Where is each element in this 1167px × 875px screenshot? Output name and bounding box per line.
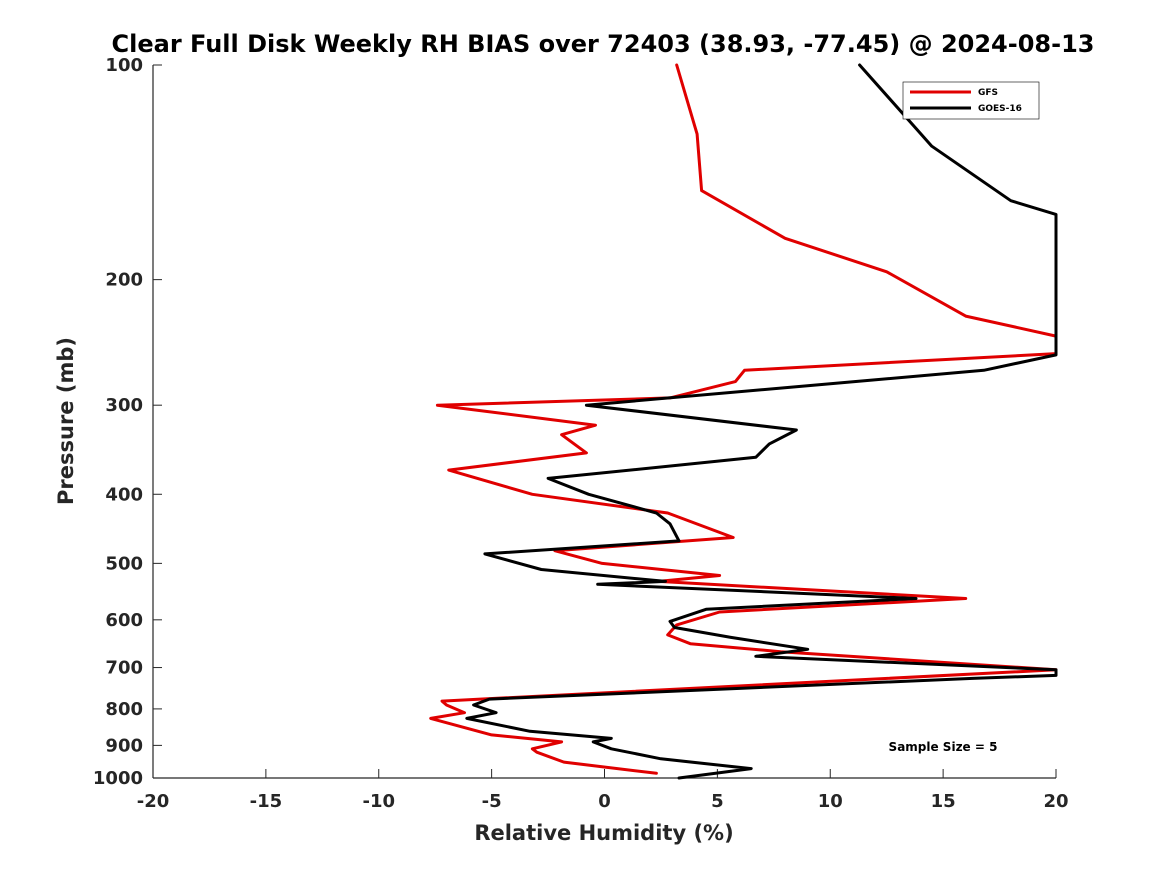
y-tick-label: 500	[105, 553, 143, 574]
y-axis-ticks: 100 200 300 400 500 600 700 800 900 1000	[93, 55, 162, 789]
x-tick-label: 0	[598, 791, 611, 812]
series-line-goes16	[465, 63, 1058, 780]
x-tick-label: -20	[137, 791, 170, 812]
y-tick-label: 700	[105, 658, 143, 679]
y-tick-label: 300	[105, 395, 143, 416]
legend-label-gfs: GFS	[978, 88, 998, 98]
x-tick-label: 20	[1043, 791, 1068, 812]
plot-area	[152, 65, 1056, 779]
sample-size-annotation: Sample Size = 5	[889, 740, 998, 754]
x-tick-label: 15	[931, 791, 956, 812]
legend-box	[902, 81, 1040, 120]
chart-title: Clear Full Disk Weekly RH BIAS over 7240…	[112, 30, 1095, 58]
y-tick-label: 900	[105, 735, 143, 756]
x-tick-label: -5	[482, 791, 502, 812]
y-tick-label: 100	[105, 55, 143, 76]
x-tick-label: 5	[711, 791, 724, 812]
y-axis-label: Pressure (mb)	[54, 337, 78, 505]
x-tick-label: -10	[362, 791, 395, 812]
x-tick-label: -15	[250, 791, 283, 812]
y-tick-label: 200	[105, 270, 143, 291]
x-axis-ticks: -20 -15 -10 -5 0 5 10 15 20	[137, 769, 1069, 812]
legend: GFS GOES-16	[902, 81, 1040, 120]
legend-label-goes16: GOES-16	[978, 104, 1022, 114]
y-tick-label: 600	[105, 610, 143, 631]
series-group	[429, 63, 1058, 780]
y-tick-label: 800	[105, 699, 143, 720]
x-tick-label: 10	[818, 791, 843, 812]
y-tick-label: 1000	[93, 768, 143, 789]
x-axis-label: Relative Humidity (%)	[474, 821, 733, 845]
y-tick-label: 400	[105, 484, 143, 505]
